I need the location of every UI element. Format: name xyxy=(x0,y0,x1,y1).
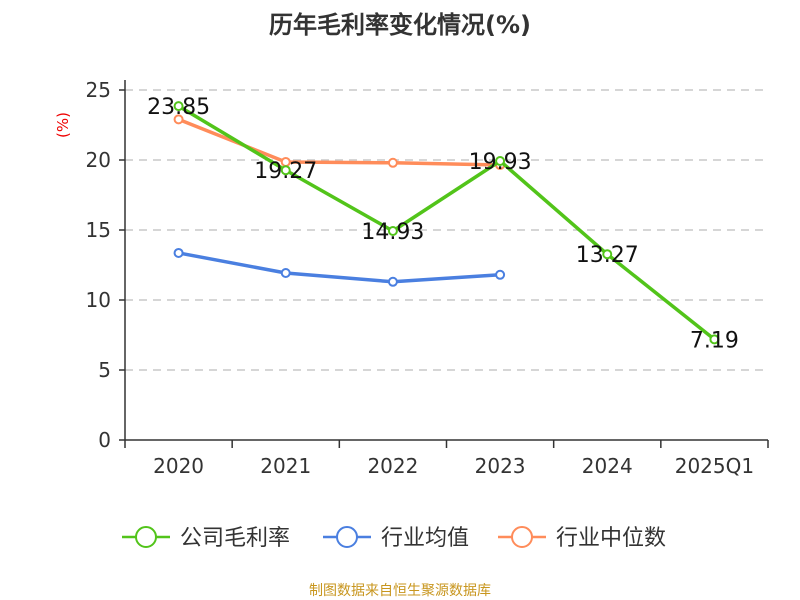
data-point[interactable] xyxy=(495,155,506,166)
legend-marker[interactable] xyxy=(135,526,157,548)
y-tick-label: 10 xyxy=(86,288,111,312)
x-tick-label: 2023 xyxy=(475,454,526,478)
data-point[interactable] xyxy=(173,247,184,258)
x-tick-label: 2025Q1 xyxy=(675,454,754,478)
series-line xyxy=(178,251,501,284)
x-tick-label: 2024 xyxy=(582,454,633,478)
data-point[interactable] xyxy=(280,165,291,176)
data-point[interactable] xyxy=(387,225,398,236)
x-tick-label: 2022 xyxy=(367,454,418,478)
data-point[interactable] xyxy=(387,157,398,168)
data-label: 19.93 xyxy=(469,150,532,175)
data-label: 19.27 xyxy=(254,159,317,184)
data-point[interactable] xyxy=(173,114,184,125)
legend-label[interactable]: 公司毛利率 xyxy=(180,526,290,551)
legend-marker[interactable] xyxy=(336,526,358,548)
x-tick-label: 2020 xyxy=(153,454,204,478)
y-tick-label: 5 xyxy=(98,358,111,382)
data-point[interactable] xyxy=(602,249,613,260)
series-line xyxy=(177,117,501,167)
data-point[interactable] xyxy=(709,334,720,345)
y-tick-label: 25 xyxy=(86,78,111,102)
legend-label[interactable]: 行业中位数 xyxy=(556,526,666,551)
data-point[interactable] xyxy=(280,267,291,278)
source-note: 制图数据来自恒生聚源数据库 xyxy=(309,583,491,599)
chart-title: 历年毛利率变化情况(%) xyxy=(269,11,531,39)
legend-marker[interactable] xyxy=(511,526,533,548)
x-tick-label: 2021 xyxy=(260,454,311,478)
series-line xyxy=(177,104,716,341)
legend-label[interactable]: 行业均值 xyxy=(381,526,469,551)
data-label: 23.85 xyxy=(147,95,210,120)
data-point[interactable] xyxy=(495,269,506,280)
data-label: 7.19 xyxy=(690,328,739,353)
data-point[interactable] xyxy=(387,276,398,287)
data-point[interactable] xyxy=(173,101,184,112)
y-tick-label: 0 xyxy=(98,428,111,452)
data-label: 13.27 xyxy=(576,243,639,268)
y-tick-label: 15 xyxy=(86,218,111,242)
y-axis-label: (%) xyxy=(54,112,72,138)
data-label: 14.93 xyxy=(361,220,424,245)
y-tick-label: 20 xyxy=(86,148,111,172)
